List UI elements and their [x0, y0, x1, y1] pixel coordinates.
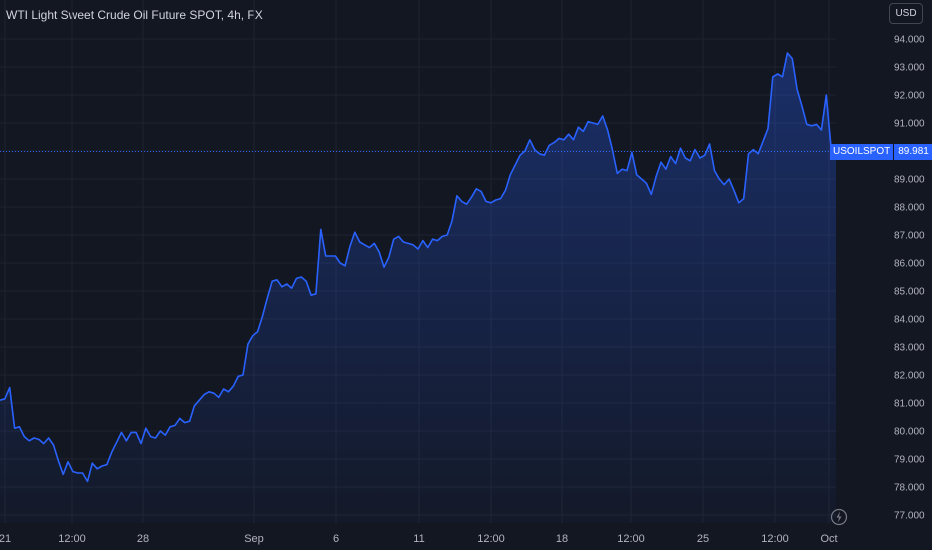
price-area-fill	[0, 53, 836, 523]
x-tick-label: 6	[333, 533, 339, 545]
chart-title: WTI Light Sweet Crude Oil Future SPOT, 4…	[6, 8, 263, 22]
x-tick-label: Oct	[820, 533, 837, 545]
x-tick-label: 11	[413, 533, 424, 545]
last-price-badge: USOILSPOT 89.981	[830, 144, 932, 160]
y-tick-label: 82.000	[894, 371, 925, 382]
y-tick-label: 80.000	[894, 427, 925, 438]
x-tick-label: 12:00	[477, 533, 505, 545]
y-axis: 94.00093.00092.00091.00090.00089.00088.0…	[894, 35, 925, 522]
last-price-value: 89.981	[894, 144, 932, 160]
y-tick-label: 86.000	[894, 259, 925, 270]
y-tick-label: 93.000	[894, 63, 925, 74]
x-tick-label: Sep	[244, 533, 264, 545]
price-line	[0, 52, 837, 483]
x-tick-label: 18	[556, 533, 568, 545]
y-tick-label: 89.000	[894, 175, 925, 186]
x-tick-label: 25	[697, 533, 709, 545]
y-tick-label: 83.000	[894, 343, 925, 354]
x-axis: 21 12:00 28 Sep 6 11 12:00 18 12:00 25 12:00 Oct	[0, 533, 838, 545]
x-tick-label: 12:00	[761, 533, 789, 545]
y-tick-label: 94.000	[894, 35, 925, 46]
symbol-label: USOILSPOT	[830, 144, 895, 160]
x-tick-label: 21	[0, 533, 11, 545]
y-tick-label: 87.000	[894, 231, 925, 242]
y-tick-label: 92.000	[894, 91, 925, 102]
y-tick-label: 79.000	[894, 455, 925, 466]
y-tick-label: 78.000	[894, 483, 925, 494]
y-tick-label: 88.000	[894, 203, 925, 214]
currency-button[interactable]: USD	[889, 3, 923, 24]
y-tick-label: 77.000	[894, 511, 925, 522]
x-tick-label: 28	[137, 533, 149, 545]
y-tick-label: 85.000	[894, 287, 925, 298]
timezone-icon[interactable]	[829, 507, 849, 527]
y-tick-label: 91.000	[894, 119, 925, 130]
x-tick-label: 12:00	[617, 533, 645, 545]
y-tick-label: 81.000	[894, 399, 925, 410]
y-tick-label: 84.000	[894, 315, 925, 326]
x-tick-label: 12:00	[58, 533, 86, 545]
